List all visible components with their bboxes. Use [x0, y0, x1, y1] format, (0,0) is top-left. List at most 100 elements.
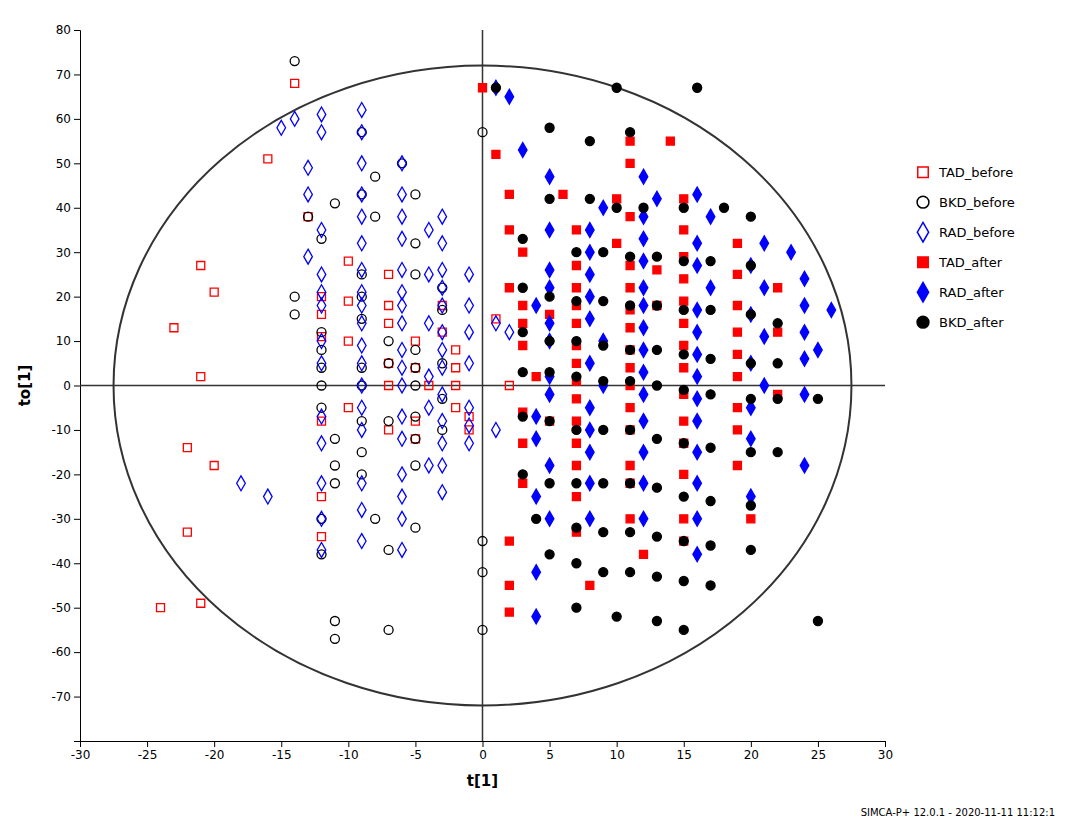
point — [452, 346, 460, 354]
point — [626, 377, 635, 386]
point — [572, 425, 581, 434]
point — [572, 337, 581, 346]
point — [545, 316, 554, 331]
point — [330, 479, 339, 488]
point — [626, 364, 634, 372]
point — [411, 412, 420, 421]
tick-mark — [74, 163, 80, 164]
point — [317, 476, 326, 491]
point — [545, 458, 554, 473]
point — [438, 343, 447, 358]
point — [438, 360, 447, 375]
point — [505, 325, 514, 340]
legend-symbol — [918, 257, 928, 267]
tick: -20 — [51, 468, 80, 482]
legend-label: BKD_after — [939, 315, 1004, 330]
point — [733, 270, 741, 278]
point — [411, 381, 420, 390]
point — [357, 534, 366, 549]
point — [518, 234, 527, 243]
point — [572, 248, 581, 257]
point — [452, 382, 460, 390]
tick: -70 — [51, 690, 80, 704]
point — [398, 409, 407, 424]
point — [452, 364, 460, 372]
point — [586, 476, 595, 491]
tick-mark — [74, 386, 80, 387]
point — [693, 325, 702, 340]
point — [330, 461, 339, 470]
tick-label: 40 — [56, 201, 71, 215]
point — [572, 559, 581, 568]
point — [344, 337, 352, 345]
tick: -30 — [71, 741, 91, 762]
point — [317, 511, 326, 526]
axis-line — [81, 742, 886, 748]
x-axis-title: t[1] — [467, 772, 498, 790]
legend-label: RAD_before — [939, 225, 1015, 240]
point — [545, 194, 554, 203]
point — [532, 489, 541, 504]
point — [384, 337, 393, 346]
point — [680, 226, 688, 234]
point — [344, 257, 352, 265]
point — [599, 200, 608, 215]
point — [746, 212, 755, 221]
point — [317, 345, 326, 354]
legend: TAD_beforeBKD_beforeRAD_beforeTAD_afterR… — [917, 165, 1015, 330]
point — [411, 270, 420, 279]
point — [545, 417, 554, 426]
point — [518, 143, 527, 158]
point — [411, 337, 419, 345]
tick-label: 0 — [479, 748, 487, 762]
point — [357, 338, 366, 353]
point — [706, 443, 715, 452]
point — [518, 470, 527, 479]
point — [599, 528, 608, 537]
point — [639, 203, 648, 212]
point — [317, 107, 326, 122]
point — [170, 324, 178, 332]
point — [411, 345, 420, 354]
point — [639, 476, 648, 491]
point — [680, 417, 688, 425]
tick-mark — [74, 519, 80, 520]
point — [652, 483, 661, 492]
tick: 20 — [56, 290, 80, 304]
point — [519, 439, 527, 447]
tick-label: -60 — [51, 645, 71, 659]
point — [425, 458, 434, 473]
point — [385, 359, 393, 367]
point — [438, 236, 447, 251]
tick-label: 5 — [546, 748, 554, 762]
point — [317, 234, 326, 243]
point — [197, 262, 205, 270]
point — [679, 492, 688, 501]
tick: 20 — [744, 741, 759, 762]
point — [747, 515, 755, 523]
point — [532, 298, 541, 313]
point — [398, 467, 407, 482]
point — [545, 334, 554, 349]
point — [639, 280, 648, 295]
point — [639, 254, 648, 269]
point — [760, 236, 769, 251]
point — [545, 511, 554, 526]
point — [398, 431, 407, 446]
legend-symbol — [918, 167, 928, 177]
point — [572, 372, 581, 381]
point — [813, 394, 822, 403]
point — [680, 537, 688, 545]
point — [572, 417, 580, 425]
point — [411, 435, 419, 443]
tick: 60 — [56, 112, 80, 126]
point — [680, 319, 688, 327]
point — [693, 347, 702, 362]
point — [465, 267, 474, 282]
point — [733, 328, 741, 336]
point — [693, 476, 702, 491]
point — [679, 625, 688, 634]
point — [317, 298, 326, 313]
point — [452, 404, 460, 412]
point — [733, 350, 741, 358]
